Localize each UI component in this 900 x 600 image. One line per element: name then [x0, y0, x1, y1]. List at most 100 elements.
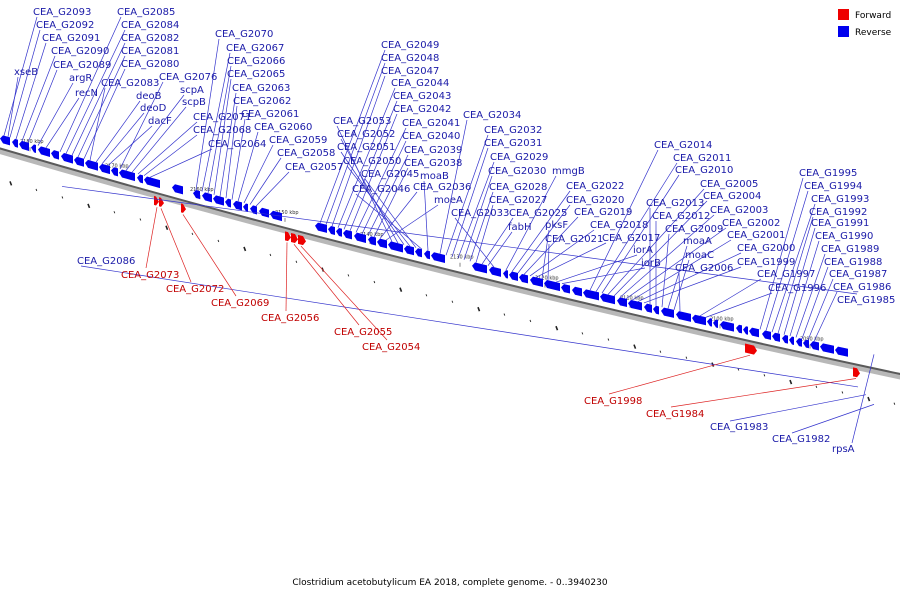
reverse-gene-label: CEA_G2013 — [646, 198, 704, 209]
label-leaders — [3, 16, 875, 444]
reverse-gene-label: CEA_G2084 — [121, 20, 179, 31]
reverse-gene-arrow — [225, 198, 231, 208]
reverse-gene-label: CEA_G2093 — [33, 7, 91, 18]
forward-leader-line — [160, 208, 192, 283]
reverse-leader-line — [529, 229, 595, 277]
reverse-leader-line — [349, 113, 398, 232]
reverse-leader-line — [643, 266, 742, 304]
forward-gene-arrow — [853, 367, 860, 378]
scale-tick-label: 2150 kbp — [275, 210, 299, 216]
forward-leader-line — [608, 354, 751, 395]
reverse-gene-arrow — [472, 262, 487, 274]
track-marker — [893, 402, 896, 405]
forward-leader-line — [293, 244, 360, 326]
reverse-gene-label: CEA_G1997 — [757, 269, 815, 280]
reverse-gene-arrow — [835, 346, 848, 357]
reverse-gene-arrow — [561, 284, 570, 294]
reverse-gene-label: iorB — [641, 258, 661, 269]
track-marker — [373, 280, 376, 284]
reverse-gene-label: moaB — [420, 171, 449, 182]
reverse-leader-line — [107, 125, 153, 166]
reverse-leader-line — [343, 100, 398, 230]
legend-forward-swatch — [838, 9, 849, 20]
forward-gene-arrow — [154, 195, 159, 206]
reverse-leader-line — [795, 253, 826, 338]
reverse-leader-line — [667, 245, 688, 309]
scale-ticks: 2180 kbp 2170 kbp 2160 kbp 2150 kbp 2140 kbp… — [9, 139, 896, 405]
forward-gene-label: CEA_G2056 — [261, 313, 319, 324]
reverse-gene-label: scpB — [182, 97, 206, 108]
track-marker — [35, 188, 38, 192]
reverse-gene-arrow — [172, 184, 183, 195]
reverse-gene-label: CEA_G2011 — [673, 153, 731, 164]
reverse-leader-line — [625, 227, 727, 300]
forward-leader-line — [145, 207, 158, 269]
legend-reverse-label: Reverse — [855, 28, 892, 38]
reverse-leader-line — [213, 78, 232, 195]
reverse-gene-label: CEA_G2076 — [159, 72, 217, 83]
reverse-gene-arrow — [503, 270, 508, 279]
reverse-leader-line — [237, 131, 259, 202]
reverse-gene-label: scpA — [180, 85, 204, 96]
reverse-gene-arrow — [810, 341, 819, 351]
reverse-leader-line — [9, 29, 41, 138]
reverse-gene-label: CEA_G1986 — [833, 282, 891, 293]
reverse-gene-arrow — [415, 248, 422, 258]
forward-leader-line — [285, 242, 288, 312]
reverse-gene-arrow — [19, 140, 29, 151]
track-marker — [607, 338, 610, 341]
reverse-leader-line — [439, 119, 468, 254]
forward-gene-arrow — [745, 343, 757, 355]
reverse-gene-arrow — [653, 305, 659, 315]
reverse-gene-label: CEA_G1991 — [811, 218, 869, 229]
reverse-gene-label: CEA_G2085 — [117, 7, 175, 18]
legend-forward-label: Forward — [855, 11, 891, 21]
reverse-gene-arrow — [617, 297, 627, 308]
genome-caption: Clostridium acetobutylicum EA 2018, comp… — [292, 578, 608, 588]
reverse-leader-line — [249, 157, 282, 205]
reverse-gene-label: CEA_G2048 — [381, 53, 439, 64]
reverse-leader-line — [219, 92, 237, 197]
reverse-gene-label: CEA_G2031 — [484, 138, 542, 149]
reverse-gene-arrow — [328, 225, 335, 235]
reverse-gene-label: CEA_G1988 — [824, 257, 882, 268]
reverse-leader-line — [355, 127, 407, 233]
forward-gene-arrow — [298, 234, 306, 246]
reverse-gene-label: CEA_G2033 — [451, 208, 509, 219]
scale-tick-label: 2180 kbp — [20, 139, 44, 145]
gene-labels: CEA_G2093 CEA_G2092 CEA_G2091 CEA_G2090 CEA_… — [14, 7, 895, 455]
reverse-gene-label: CEA_G2018 — [590, 220, 648, 231]
reverse-leader-line — [517, 204, 571, 274]
track-marker — [763, 374, 766, 377]
forward-gene-label: CEA_G2069 — [211, 298, 269, 309]
track-marker — [217, 239, 220, 243]
reverse-gene-label: CEA_G1992 — [809, 207, 867, 218]
scale-tick-label: 2100 kbp — [710, 316, 734, 322]
reverse-leader-line — [807, 278, 834, 341]
reverse-gene-arrow — [85, 159, 98, 171]
reverse-gene-label: CEA_G1990 — [815, 231, 873, 242]
reverse-gene-label: CEA_G2004 — [703, 191, 761, 202]
reverse-leader-line — [777, 216, 814, 334]
reverse-gene-arrow — [424, 250, 430, 260]
reverse-gene-label: CEA_G1996 — [768, 283, 826, 294]
reverse-gene-label: moaA — [683, 236, 712, 247]
reverse-leader-line — [813, 291, 838, 342]
reverse-leader-line — [783, 227, 816, 335]
track-marker — [789, 379, 793, 385]
reverse-gene-label: CEA_G2090 — [51, 46, 109, 57]
reverse-gene-label: CEA_G2036 — [413, 182, 471, 193]
scale-tick-label: 2090 kbp — [800, 336, 824, 342]
reverse-leader-line — [3, 16, 38, 136]
reverse-leader-line — [801, 266, 829, 339]
reverse-gene-label: CEA_G1993 — [811, 194, 869, 205]
reverse-leader-line — [255, 171, 290, 207]
reverse-gene-arrow — [782, 334, 788, 344]
reverse-gene-arrow — [12, 138, 18, 148]
reverse-leader-line — [601, 174, 680, 294]
forward-leader-line — [182, 214, 237, 297]
reverse-gene-arrow — [31, 144, 36, 153]
reverse-gene-arrow — [743, 326, 748, 335]
reverse-gene-label: CEA_G2065 — [227, 69, 285, 80]
